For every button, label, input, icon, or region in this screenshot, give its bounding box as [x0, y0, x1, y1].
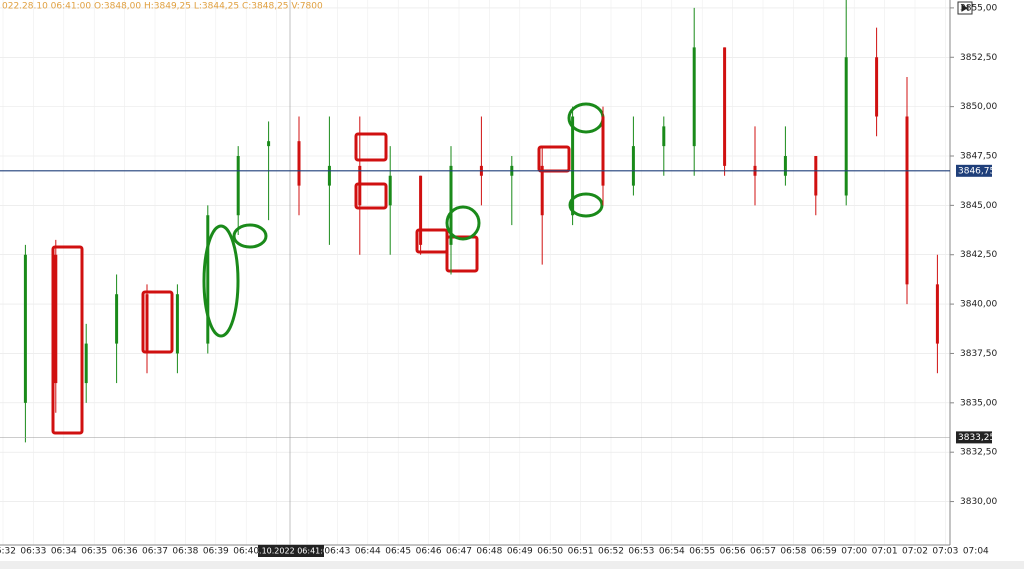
candle-body [631, 146, 635, 186]
annotations [51, 102, 605, 435]
highlight-ellipse [232, 223, 268, 249]
y-tick-label: 3845,00 [960, 201, 997, 211]
x-tick-label: 06:39 [203, 547, 229, 557]
y-tick-label: 3840,00 [960, 300, 997, 310]
candle-body [327, 165, 331, 186]
y-tick-label: 3852,50 [960, 53, 997, 63]
last-price-tag [956, 164, 992, 177]
scrollbar[interactable] [0, 561, 1024, 569]
crosshair-time-label: 28.10.2022 06:41:00 [249, 547, 333, 556]
crosshair-price-label: 3833,25 [958, 433, 995, 443]
highlight-ellipse [568, 192, 604, 218]
x-tick-label: 07:02 [902, 547, 928, 557]
x-tick-label: 06:34 [51, 547, 77, 557]
last-price-label: 3846,75 [958, 166, 995, 176]
header-info: 022.28.10 06:41:00 O:3848,00 H:3849,25 L… [2, 2, 323, 12]
highlight-box [141, 290, 174, 354]
candle-body [388, 175, 392, 206]
highlight-box [354, 182, 388, 210]
highlight-box [51, 245, 84, 435]
x-tick-label: 06:50 [537, 547, 563, 557]
candle-body [692, 47, 696, 147]
x-tick-label: 06:40 [233, 547, 259, 557]
y-tick-label: 3847,50 [960, 151, 997, 161]
candle-body [449, 165, 453, 245]
x-tick-label: 06:57 [750, 547, 776, 557]
candle-body [145, 294, 149, 354]
y-tick-label: 3855,00 [960, 3, 997, 13]
x-tick-label: 06:56 [720, 547, 746, 557]
candle-body [297, 141, 301, 186]
x-tick-label: 07:01 [872, 547, 898, 557]
candle-body [267, 141, 271, 147]
candle-body [814, 155, 818, 196]
crosshair-price-tag [956, 431, 992, 444]
highlight-ellipse [202, 224, 240, 338]
x-tick-label: 06:54 [659, 547, 685, 557]
candles [23, 0, 970, 443]
x-tick-label: 06:47 [446, 547, 472, 557]
x-tick-label: 06:49 [507, 547, 533, 557]
x-tick-label: 06:55 [689, 547, 715, 557]
candle-body [115, 294, 119, 344]
x-tick-label: 06:59 [811, 547, 837, 557]
x-tick-label: 06:52 [598, 547, 624, 557]
x-tick-label: 06:53 [628, 547, 654, 557]
x-tick-label: 06:51 [568, 547, 594, 557]
candle-body [723, 47, 727, 166]
x-tick-label: 06:45 [385, 547, 411, 557]
candle-body [844, 57, 848, 196]
candle-body [875, 57, 879, 117]
candle-body [935, 284, 939, 344]
candle-body [358, 165, 362, 206]
y-tick-label: 3830,00 [960, 497, 997, 507]
y-tick-label: 3835,00 [960, 398, 997, 408]
candle-body [601, 116, 605, 186]
candle-body [236, 155, 240, 216]
highlight-ellipse [445, 205, 481, 241]
x-tick-label: 06:46 [416, 547, 442, 557]
x-tick-label: 06:36 [112, 547, 138, 557]
candle-body [206, 215, 210, 344]
x-tick-label: 06:33 [20, 547, 46, 557]
candle-body [905, 116, 909, 285]
grid [0, 0, 977, 545]
x-tick-label: 07:00 [841, 547, 867, 557]
candle-body [419, 175, 423, 245]
x-tick-label: 06:37 [142, 547, 168, 557]
candle-body [662, 126, 666, 147]
scroll-end-icon [961, 4, 969, 12]
candle-body [783, 155, 787, 176]
x-tick-label: 06:48 [476, 547, 502, 557]
y-tick-label: 3842,50 [960, 250, 997, 260]
x-tick-label: 06:32 [0, 547, 16, 557]
y-tick-label: 3832,50 [960, 448, 997, 458]
candle-body [54, 254, 58, 384]
price-axis-bg [950, 0, 1024, 569]
candle-body [571, 116, 575, 216]
x-tick-label: 06:38 [172, 547, 198, 557]
candle-body [540, 165, 544, 216]
highlight-box [445, 235, 479, 273]
highlight-box [354, 132, 388, 162]
x-tick-label: 06:43 [324, 547, 350, 557]
y-tick-label: 3850,00 [960, 102, 997, 112]
crosshair-time-bg [258, 545, 324, 557]
x-tick-label: 06:35 [81, 547, 107, 557]
x-tick-label: 07:04 [963, 547, 989, 557]
y-tick-label: 3837,50 [960, 349, 997, 359]
candle-body [84, 343, 88, 384]
x-tick-label: 07:03 [932, 547, 958, 557]
x-tick-label: 06:44 [355, 547, 381, 557]
candle-body [23, 254, 27, 403]
candle-body [175, 294, 179, 354]
x-tick-label: 06:58 [780, 547, 806, 557]
